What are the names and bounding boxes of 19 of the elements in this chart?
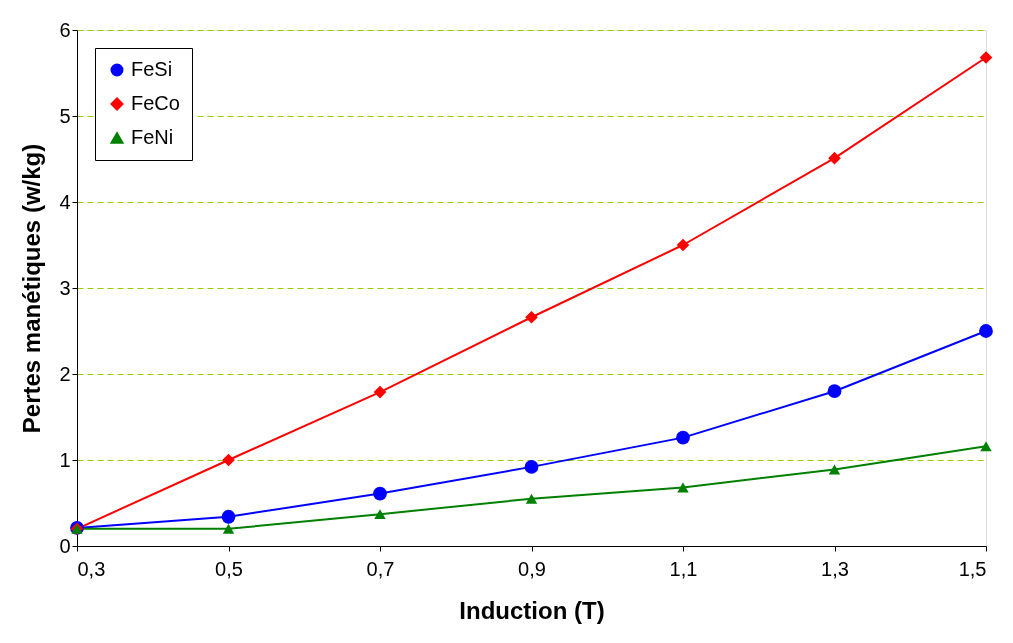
y-tick-label: 2 [59, 362, 71, 385]
x-tick-label: 0,3 [77, 557, 106, 580]
x-tick-label: 0,9 [518, 557, 546, 580]
legend-label: FeSi [131, 58, 173, 80]
y-axis-title: Pertes manétiques (w/kg) [18, 143, 46, 434]
y-tick-label: 3 [59, 276, 71, 299]
y-tick-label: 5 [59, 104, 71, 127]
legend-label: FeNi [131, 126, 174, 148]
x-tick-label: 0,5 [215, 557, 243, 580]
x-tick-label: 1,1 [669, 557, 698, 580]
y-tick-label: 0 [59, 534, 71, 557]
y-tick-label: 1 [59, 448, 71, 471]
y-tick-label: 6 [59, 18, 71, 41]
x-tick-label: 1,5 [958, 557, 987, 580]
x-tick-label: 1,3 [821, 557, 849, 580]
legend-label: FeCo [131, 92, 180, 114]
x-axis-title: Induction (T) [459, 596, 605, 624]
x-tick-label: 0,7 [366, 557, 395, 580]
y-tick-label: 4 [59, 190, 71, 213]
